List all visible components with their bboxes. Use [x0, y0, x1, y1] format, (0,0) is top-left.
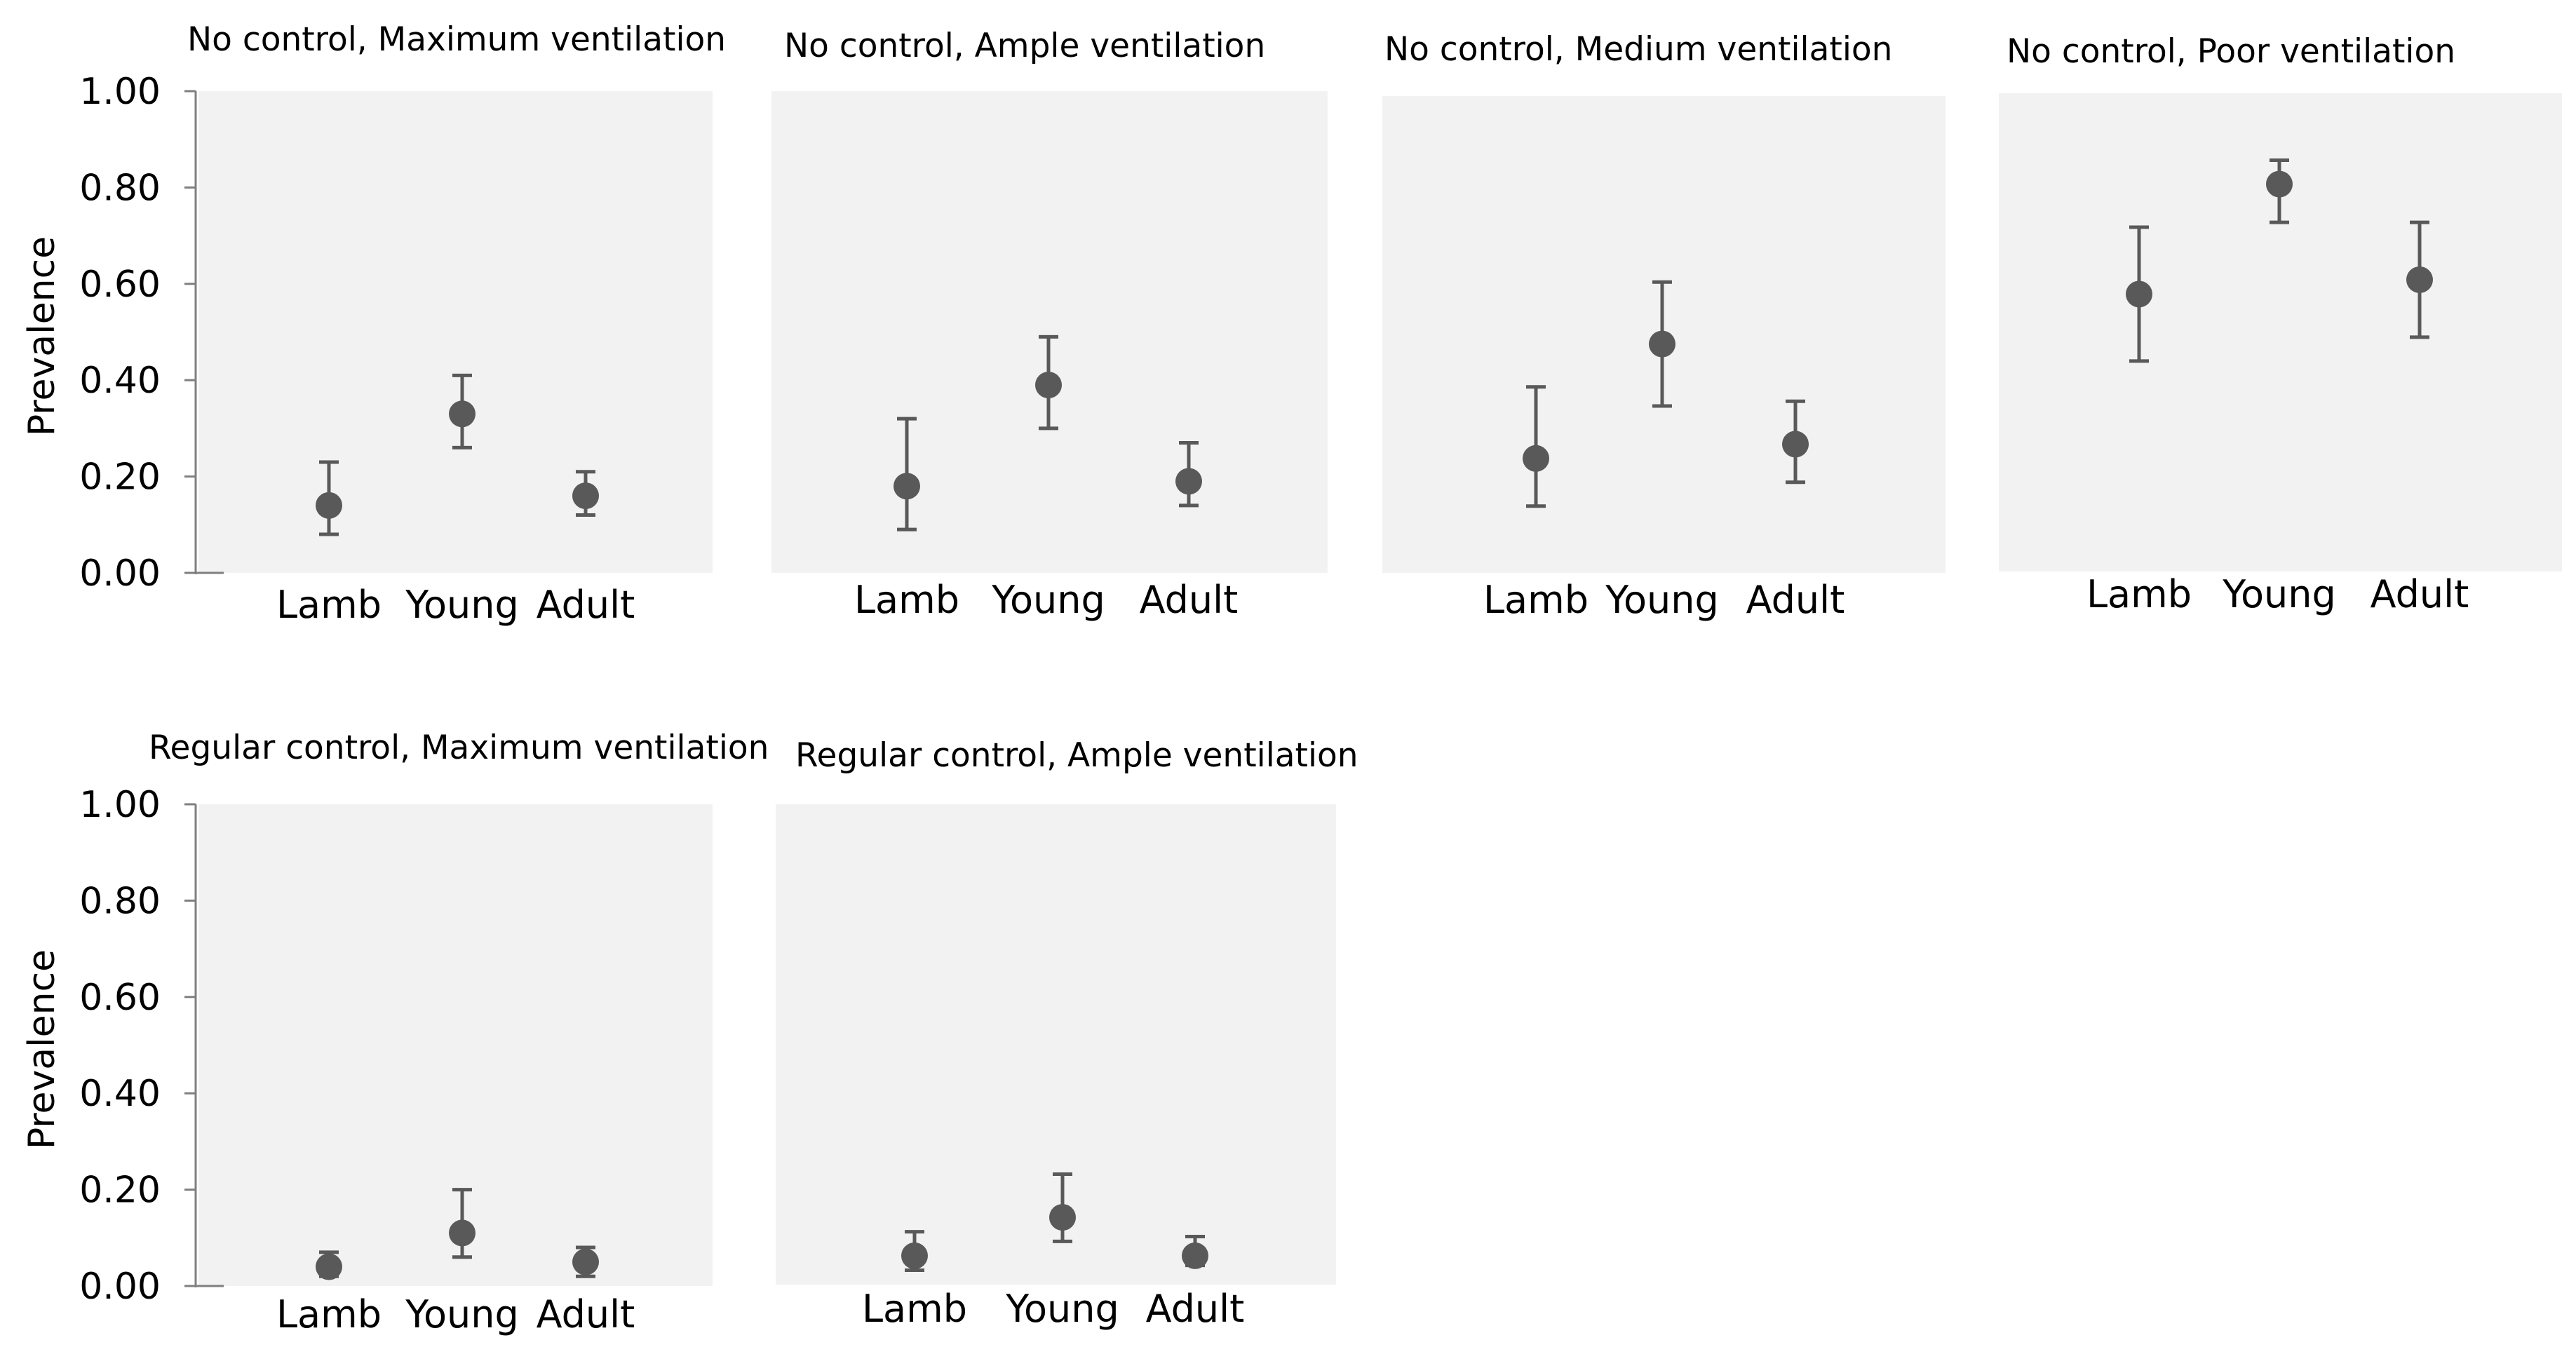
x-category-label: Adult: [1140, 578, 1239, 622]
panel-title: No control, Poor ventilation: [2007, 32, 2455, 71]
data-point-young: [1049, 1204, 1076, 1231]
data-point-lamb: [1523, 445, 1549, 472]
x-category-label: Young: [1605, 578, 1719, 622]
panel-title: No control, Ample ventilation: [784, 27, 1265, 65]
x-category-label: Young: [991, 578, 1105, 622]
chart-panel-6: Regular control, Ample ventilation Lamb Yo…: [776, 736, 1358, 1331]
panel-title: Regular control, Ample ventilation: [795, 736, 1358, 775]
data-point-young: [449, 400, 476, 428]
chart-panel-5: Regular control, Maximum ventilation 0.00…: [21, 729, 769, 1336]
y-tick-label: 0.80: [79, 167, 161, 209]
data-point-adult: [572, 1248, 599, 1275]
y-tick-label: 0.40: [79, 1073, 161, 1115]
panel-title: No control, Medium ventilation: [1384, 30, 1892, 69]
x-category-label: Young: [1005, 1287, 1119, 1331]
x-category-label: Adult: [1146, 1287, 1245, 1331]
x-category-label: Lamb: [1483, 578, 1589, 622]
x-category-label: Young: [405, 1292, 519, 1336]
x-category-label: Lamb: [2086, 572, 2192, 616]
y-tick-label: 0.20: [79, 456, 161, 499]
y-tick-label: 0.20: [79, 1170, 161, 1212]
data-point-adult: [572, 482, 599, 510]
x-category-label: Adult: [1746, 578, 1845, 622]
y-axis-title: Prevalence: [21, 949, 63, 1149]
data-point-lamb: [316, 492, 342, 519]
x-category-label: Lamb: [862, 1287, 967, 1331]
chart-panel-1: No control, Maximum ventilation 0.00 0.20 0…: [21, 20, 726, 627]
y-tick-label: 1.00: [79, 784, 161, 826]
chart-panel-2: No control, Ample ventilation Lamb Young Ad…: [771, 27, 1328, 622]
panel-title: No control, Maximum ventilation: [187, 20, 726, 59]
x-category-label: Lamb: [276, 1292, 382, 1336]
chart-panel-3: No control, Medium ventilation Lamb Young A…: [1382, 30, 1946, 622]
data-point-young: [449, 1219, 476, 1247]
x-category-label: Adult: [537, 1292, 635, 1336]
x-category-label: Young: [2222, 572, 2336, 616]
plot-area: [198, 91, 713, 573]
data-point-lamb: [316, 1253, 342, 1280]
data-point-young: [1649, 330, 1675, 358]
plot-area: [776, 804, 1336, 1285]
data-point-young: [1035, 372, 1062, 399]
data-point-adult: [1782, 431, 1809, 458]
y-tick-label: 0.00: [79, 553, 161, 595]
x-category-label: Lamb: [276, 583, 382, 627]
y-axis-title: Prevalence: [21, 236, 63, 436]
data-point-adult: [1182, 1242, 1208, 1269]
y-tick-label: 0.60: [79, 264, 161, 306]
data-point-young: [2266, 170, 2293, 198]
plot-area: [198, 804, 713, 1286]
y-tick-label: 0.40: [79, 360, 161, 402]
data-point-lamb: [893, 473, 920, 500]
y-tick-label: 0.80: [79, 880, 161, 922]
plot-area: [771, 91, 1328, 573]
x-category-label: Young: [405, 583, 519, 627]
y-tick-label: 1.00: [79, 71, 161, 113]
x-category-label: Lamb: [854, 578, 959, 622]
panel-title: Regular control, Maximum ventilation: [149, 729, 769, 767]
data-point-lamb: [901, 1242, 928, 1269]
x-category-label: Adult: [537, 583, 635, 627]
y-tick-label: 0.00: [79, 1266, 161, 1308]
data-point-adult: [1175, 468, 1202, 495]
data-point-adult: [2406, 266, 2433, 293]
x-category-label: Adult: [2371, 572, 2469, 616]
chart-panel-4: No control, Poor ventilation Lamb Young Adu…: [1999, 32, 2562, 616]
y-tick-label: 0.60: [79, 977, 161, 1019]
data-point-lamb: [2126, 280, 2152, 308]
